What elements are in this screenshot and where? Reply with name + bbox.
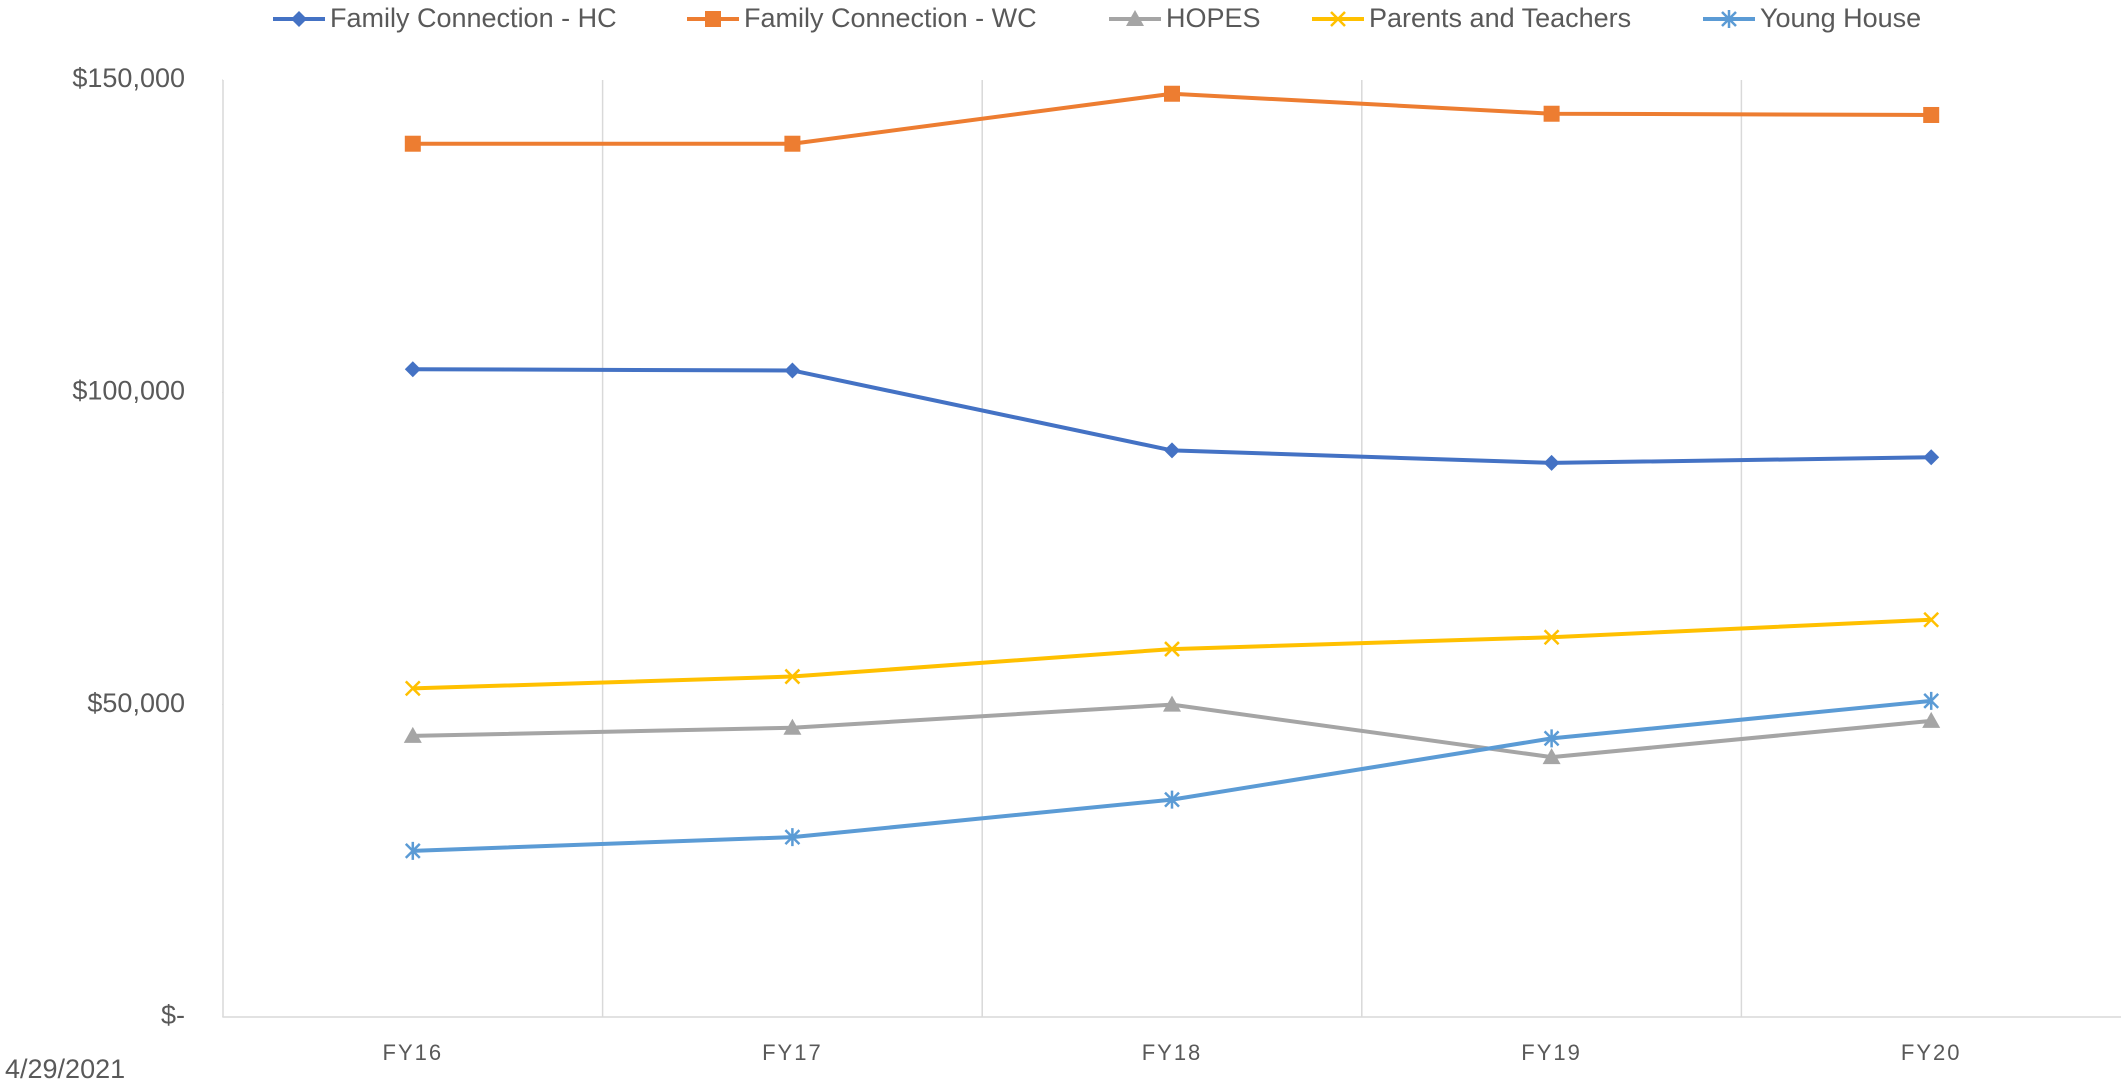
marker bbox=[1721, 10, 1737, 28]
marker bbox=[1126, 10, 1144, 26]
marker bbox=[1163, 695, 1181, 712]
legend-label: Parents and Teachers bbox=[1369, 3, 1631, 33]
marker bbox=[1923, 449, 1940, 466]
marker bbox=[1164, 442, 1180, 459]
marker bbox=[1543, 729, 1560, 748]
y-tick-label: $150,000 bbox=[72, 63, 185, 93]
legend-label: Young House bbox=[1760, 3, 1921, 33]
series-line bbox=[412, 702, 1932, 760]
y-tick-label: $50,000 bbox=[87, 688, 185, 718]
marker bbox=[1164, 641, 1180, 657]
marker bbox=[1543, 629, 1560, 646]
marker bbox=[1923, 106, 1940, 123]
marker bbox=[1543, 454, 1560, 471]
legend-label: Family Connection - WC bbox=[744, 3, 1037, 33]
date-label: 4/29/2021 bbox=[5, 1054, 125, 1084]
marker bbox=[404, 841, 421, 860]
x-tick-label: FY19 bbox=[1521, 1040, 1582, 1065]
marker bbox=[1164, 790, 1180, 809]
marker bbox=[1543, 105, 1560, 122]
marker bbox=[784, 362, 801, 379]
legend-label: HOPES bbox=[1166, 3, 1261, 33]
marker bbox=[784, 668, 801, 685]
marker bbox=[404, 361, 421, 378]
marker bbox=[783, 718, 802, 735]
marker bbox=[1923, 691, 1940, 710]
marker bbox=[403, 726, 422, 743]
marker bbox=[784, 828, 801, 847]
series-line bbox=[412, 698, 1932, 853]
x-tick-label: FY18 bbox=[1142, 1040, 1203, 1065]
marker bbox=[404, 680, 421, 697]
y-tick-label: $- bbox=[161, 1000, 185, 1030]
x-tick-label: FY17 bbox=[762, 1040, 823, 1065]
x-tick-label: FY16 bbox=[383, 1040, 444, 1065]
marker bbox=[291, 11, 307, 27]
series-line bbox=[412, 617, 1932, 691]
marker bbox=[1922, 711, 1941, 728]
marker bbox=[404, 135, 421, 152]
marker bbox=[1923, 611, 1940, 628]
marker bbox=[1330, 11, 1346, 27]
marker bbox=[784, 135, 801, 152]
x-tick-label: FY20 bbox=[1901, 1040, 1962, 1065]
marker bbox=[1542, 748, 1561, 765]
marker bbox=[1164, 85, 1180, 102]
legend-label: Family Connection - HC bbox=[330, 3, 617, 33]
marker bbox=[705, 11, 721, 27]
y-tick-label: $100,000 bbox=[72, 375, 185, 405]
